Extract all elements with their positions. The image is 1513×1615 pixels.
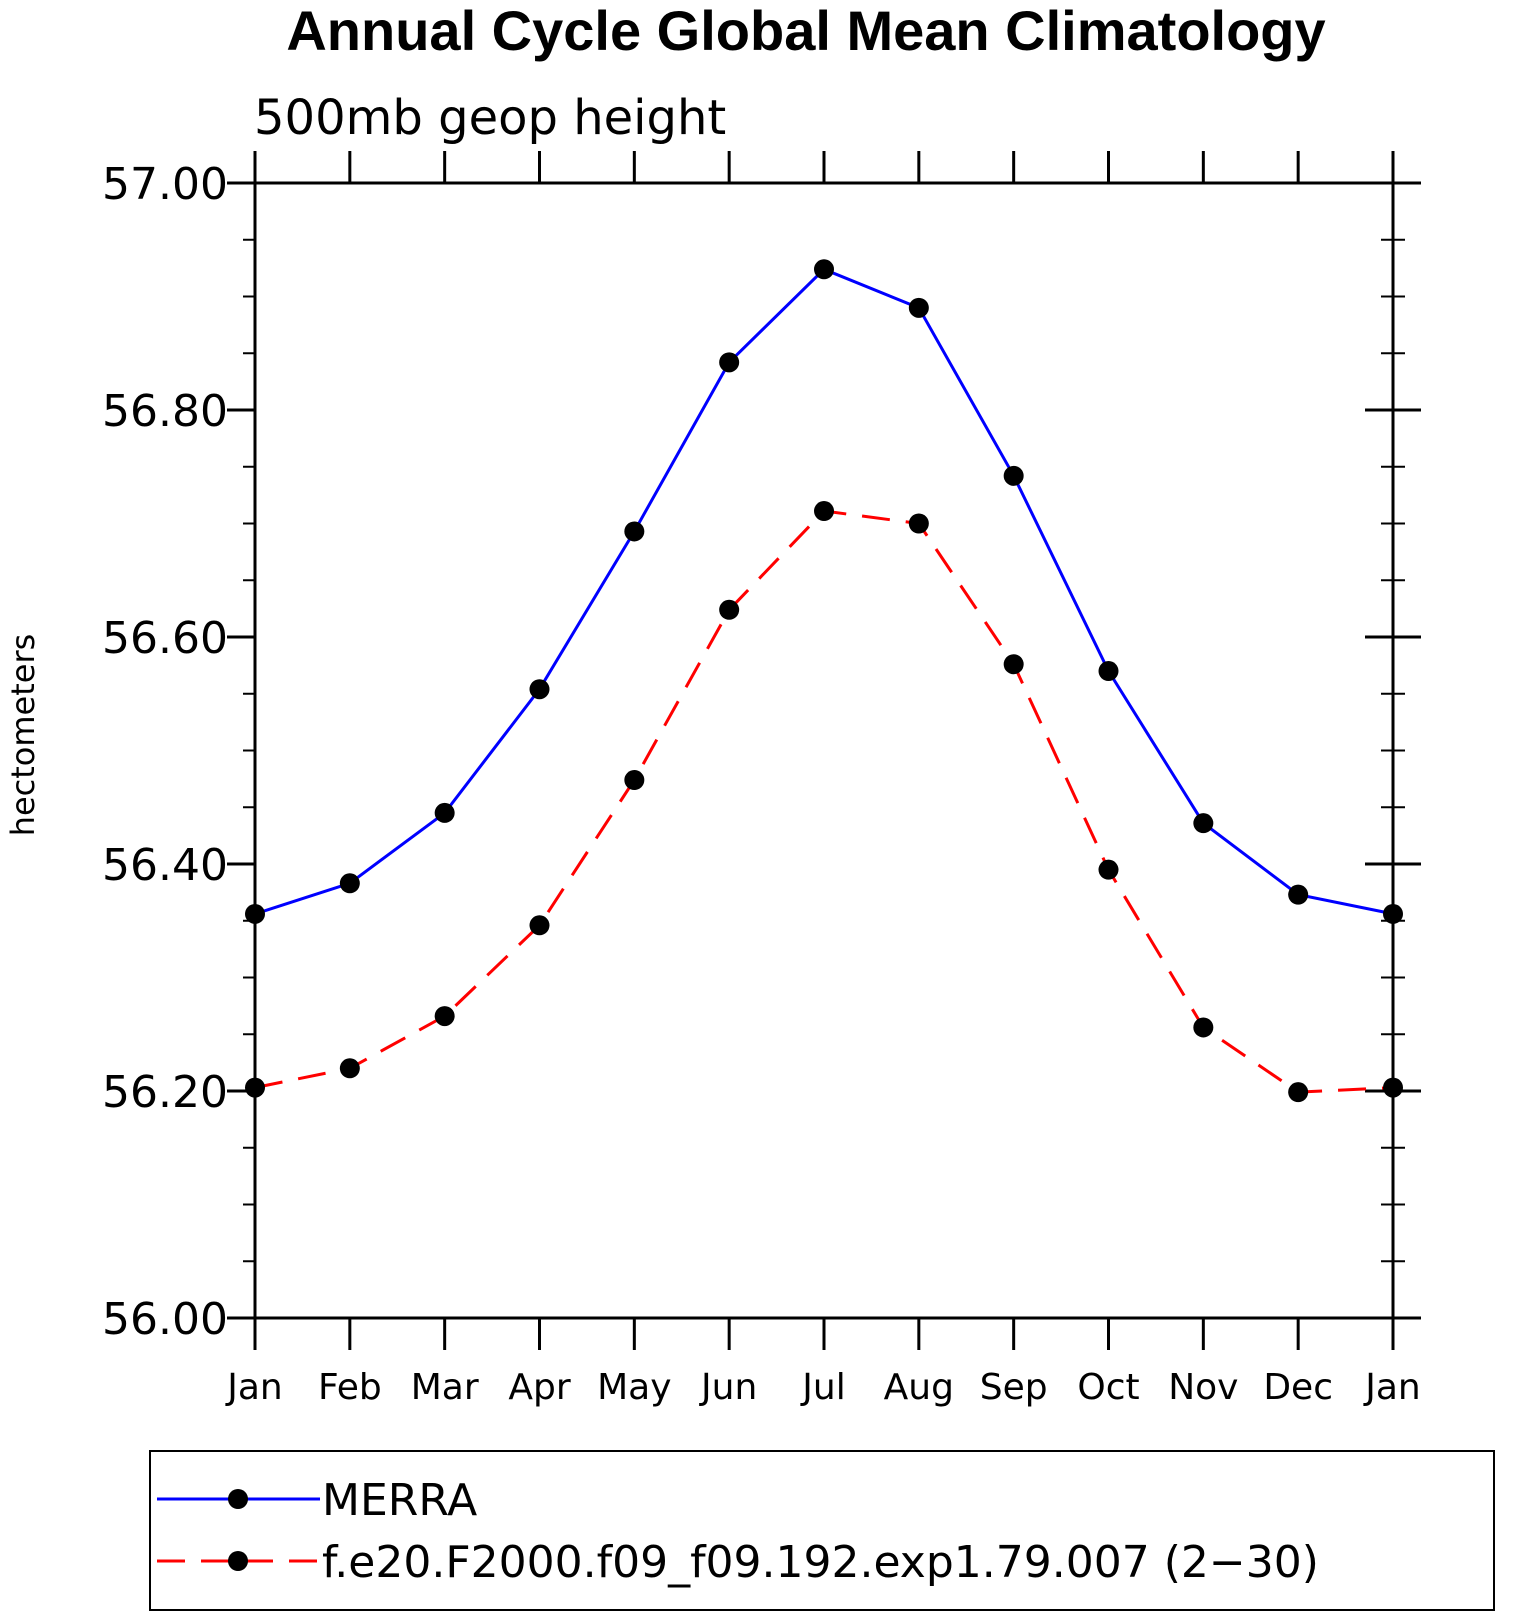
y-tick-label: 56.20 xyxy=(102,1067,228,1118)
series-0-point xyxy=(1003,465,1024,486)
series-1-point xyxy=(1288,1082,1309,1103)
series-0-point xyxy=(719,352,740,373)
series-1-point xyxy=(434,1006,455,1027)
legend-label-0: MERRA xyxy=(322,1475,477,1526)
x-tick-label: Oct xyxy=(1077,1367,1139,1408)
series-line-0 xyxy=(254,267,1394,916)
series-0-point xyxy=(1098,661,1119,682)
series-0-point xyxy=(339,873,360,894)
series-0-point xyxy=(624,521,645,542)
axes-group: 56.00 56.20 56.40 56.60 56.80 57.00 Jan Feb Mar A… xyxy=(102,151,1421,1408)
series-1-point xyxy=(908,513,929,534)
series-0-point xyxy=(1288,884,1309,905)
x-tick-label: Mar xyxy=(411,1367,479,1408)
x-tick-label: Nov xyxy=(1168,1367,1238,1408)
x-tick-label: Jan xyxy=(225,1367,283,1408)
x-tick-label: Sep xyxy=(980,1367,1048,1408)
series-0-point xyxy=(908,297,929,318)
chart-subtitle: 500mb geop height xyxy=(254,90,726,146)
x-tick-label: Jun xyxy=(699,1367,757,1408)
x-tick-label: Jan xyxy=(1363,1367,1421,1408)
series-0-point xyxy=(434,802,455,823)
x-tick-label: Jul xyxy=(800,1367,845,1408)
chart-title: Annual Cycle Global Mean Climatology xyxy=(286,0,1325,62)
series-1-point xyxy=(1003,654,1024,675)
x-tick-label: May xyxy=(597,1367,671,1408)
plot-frame xyxy=(253,181,1395,1320)
y-tick-label: 57.00 xyxy=(102,159,228,210)
x-tick-label: Feb xyxy=(318,1367,382,1408)
series-1-point xyxy=(719,599,740,620)
series-1-point xyxy=(1383,1077,1403,1098)
series-group xyxy=(245,259,1403,1103)
series-1-point xyxy=(1193,1017,1214,1038)
y-tick-label: 56.40 xyxy=(102,840,228,891)
y-tick-label: 56.60 xyxy=(102,613,228,664)
series-1-point xyxy=(245,1077,265,1098)
legend-marker-1 xyxy=(228,1551,248,1571)
legend-box xyxy=(149,1450,1495,1611)
series-1-point xyxy=(339,1058,360,1079)
series-line-1 xyxy=(254,509,1394,1094)
y-tick-label: 56.80 xyxy=(102,386,228,437)
x-tick-label: Apr xyxy=(508,1367,570,1408)
series-0-point xyxy=(245,903,265,924)
series-0-point xyxy=(1193,813,1214,834)
y-axis-label: hectometers xyxy=(4,634,42,837)
series-0-point xyxy=(529,679,550,700)
legend: MERRA f.e20.F2000.f09_f09.192.exp1.79.007… xyxy=(157,1475,1319,1588)
legend-label-1: f.e20.F2000.f09_f09.192.exp1.79.007 (2−3… xyxy=(322,1537,1319,1588)
series-1-point xyxy=(624,770,645,791)
series-1-point xyxy=(1098,859,1119,880)
x-tick-label: Aug xyxy=(884,1367,954,1408)
x-tick-label: Dec xyxy=(1263,1367,1333,1408)
legend-marker-0 xyxy=(228,1489,248,1509)
series-1-point xyxy=(529,915,550,936)
y-tick-label: 56.00 xyxy=(102,1294,228,1345)
series-0-point xyxy=(1383,903,1403,924)
series-0-point xyxy=(814,259,834,280)
series-1-point xyxy=(814,501,834,522)
